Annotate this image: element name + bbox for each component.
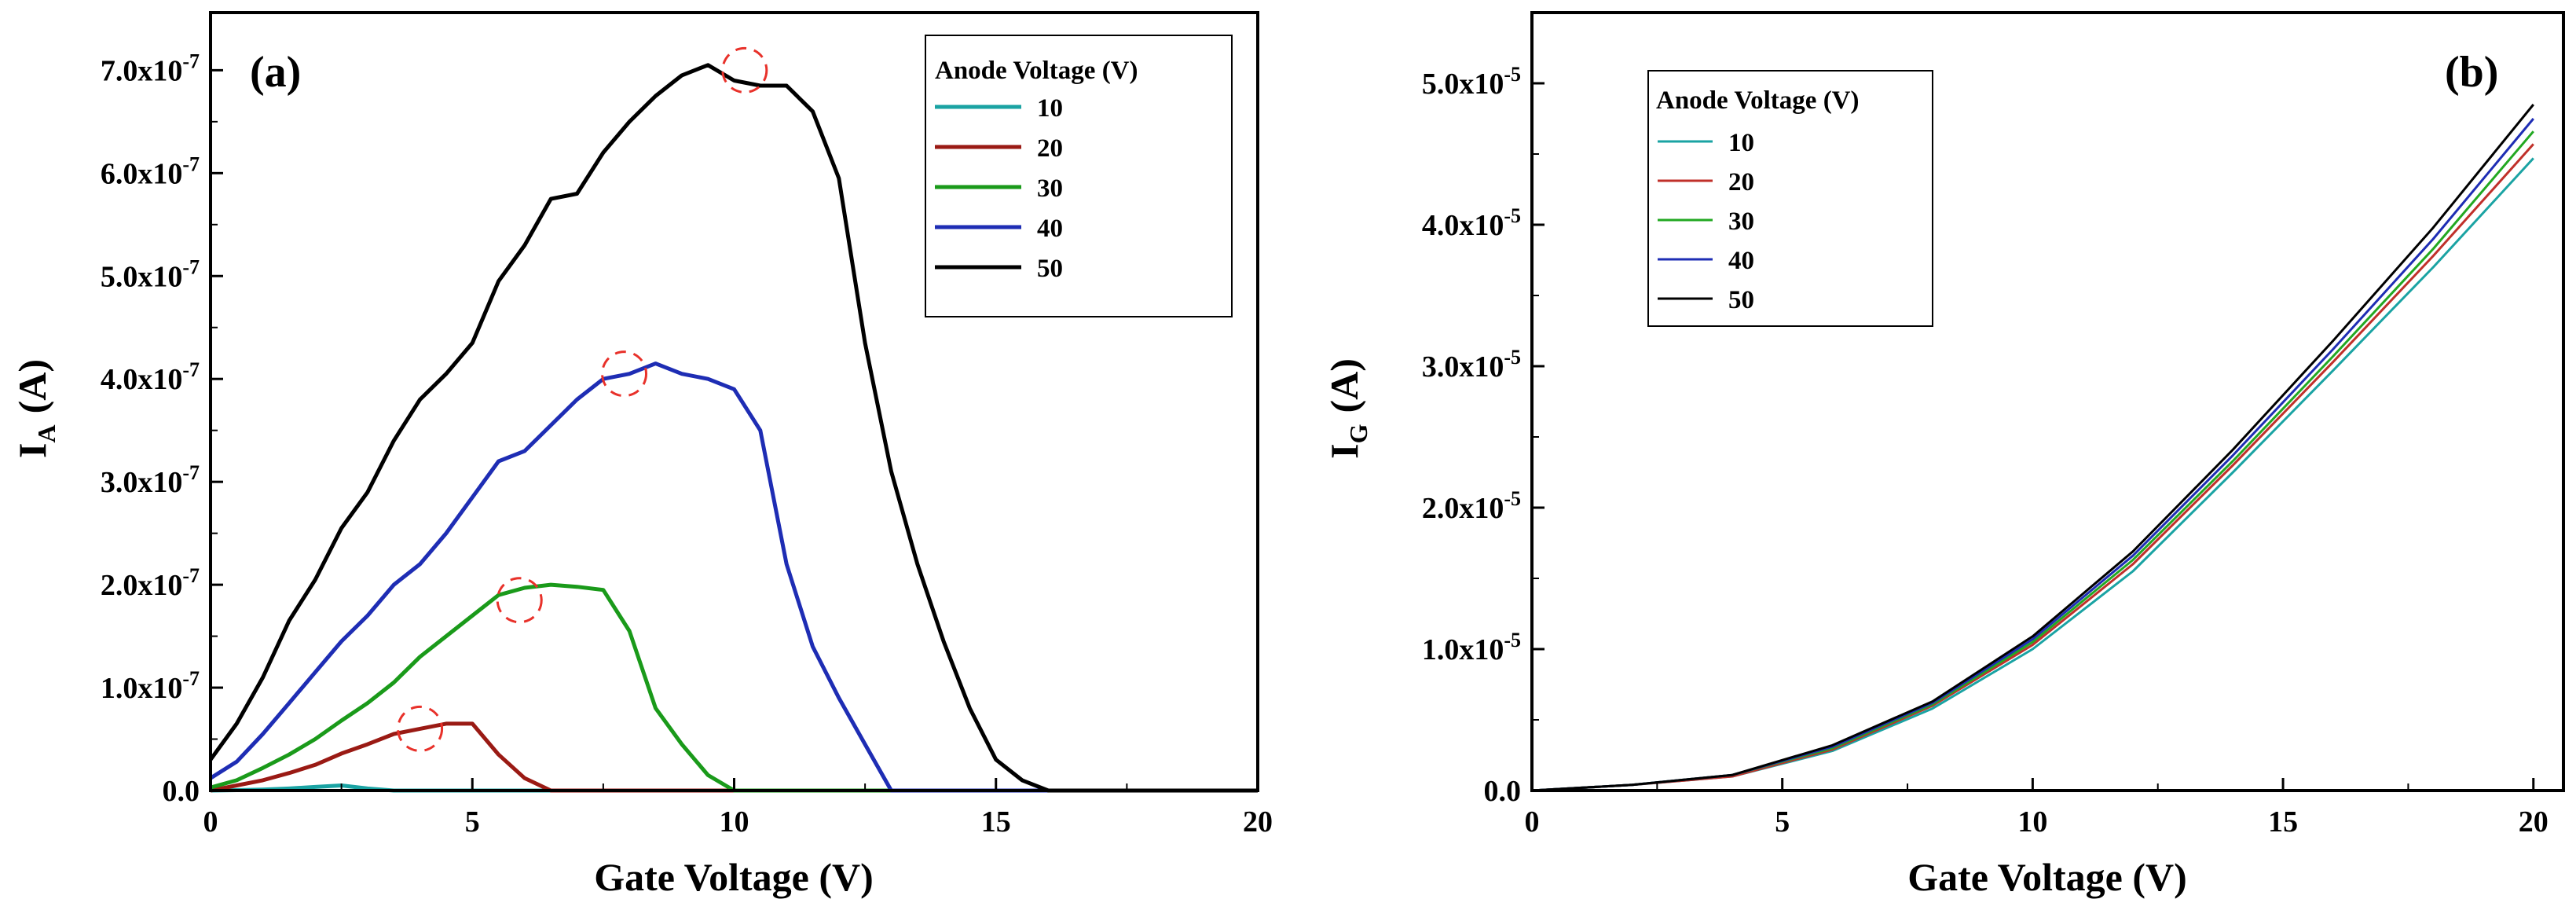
panel-a-xtick-label-3: 15 [981, 805, 1011, 838]
panel-a-xtick-label-2: 10 [720, 805, 749, 838]
panel-b-lines [1531, 104, 2534, 792]
panel-a-legend-label-30: 30 [1037, 174, 1063, 203]
panel-a-series-40-line [209, 361, 1258, 793]
panel-a-ytick-label-3: 3.0x10-7 [101, 461, 200, 499]
panel-a-legend-label-50: 50 [1037, 255, 1063, 283]
panel-a-ytick-label-0: 0.0 [163, 775, 200, 808]
panel-a-label: (a) [250, 48, 301, 97]
panel-b-frame [1530, 11, 2565, 792]
panel-b-ylabel: IG (A) [1322, 358, 1372, 459]
panel-a-legend: Anode Voltage (V) 10 20 30 40 50 [925, 35, 1233, 317]
panel-b-ytick-label-4: 4.0x10-5 [1422, 204, 1521, 242]
panel-b-legend-label-50: 50 [1728, 286, 1754, 314]
panel-a-legend-label-20: 20 [1037, 134, 1063, 163]
panel-a-ylabel-unit: (A) [10, 359, 54, 413]
panel-a-peak-marker-3 [721, 46, 768, 94]
panel-b-xtick-label-1: 5 [1775, 805, 1790, 838]
panel-b-series-50-line [1531, 104, 2534, 792]
panel-b-ytick-label-1: 1.0x10-5 [1422, 629, 1521, 666]
panel-a-peak-marker-0 [397, 705, 444, 752]
panel-b-ytick-label-2: 2.0x10-5 [1422, 487, 1521, 525]
panel-b-legend: Anode Voltage (V) 10 20 30 40 50 [1647, 70, 1933, 327]
panel-a-ylabel: IA (A) [10, 359, 60, 458]
panel-b-ylabel-unit: (A) [1322, 358, 1366, 413]
panel-b-ytick-label-0: 0.0 [1484, 775, 1522, 808]
panel-a-ylabel-sub: A [32, 424, 60, 442]
panel-a-ytick-label-5: 5.0x10-7 [101, 255, 200, 293]
panel-b-ylabel-sub: G [1344, 424, 1372, 443]
panel-b-xtick-label-0: 0 [1525, 805, 1540, 838]
panel-a-xtick-label-4: 20 [1243, 805, 1273, 838]
panel-a-peak-marker-1 [496, 577, 543, 624]
panel-b-legend-entries: 10 20 30 40 50 [1658, 129, 1754, 314]
panel-b-legend-label-30: 30 [1728, 207, 1754, 236]
panel-b-legend-label-10: 10 [1728, 129, 1754, 157]
panel-b-legend-title: Anode Voltage (V) [1656, 86, 1860, 115]
panel-a-ytick-label-7: 7.0x10-7 [101, 50, 200, 87]
panel-a-frame [209, 11, 1259, 792]
panel-a-ytick-label-6: 6.0x10-7 [101, 152, 200, 190]
panel-b-xtick-label-4: 20 [2519, 805, 2549, 838]
panel-a-series-30-line [210, 582, 1258, 793]
panel-b-xtick-label-3: 15 [2268, 805, 2298, 838]
panel-a-legend-box [925, 35, 1233, 317]
panel-a-markers [397, 46, 768, 752]
panel-b: 0 5 10 15 20 0.0 1.0x10-5 2.0x10-5 3.0x10-5 4.0x… [1322, 11, 2565, 899]
panel-b-label: (b) [2445, 48, 2498, 97]
panel-a-peak-marker-2 [601, 350, 648, 398]
panel-a-legend-label-10: 10 [1037, 94, 1063, 123]
panel-b-ylabel-main: I [1322, 443, 1366, 458]
panel-b-ytick-label-3: 3.0x10-5 [1422, 346, 1521, 383]
panel-a-series-50-line [208, 63, 1258, 793]
panel-a: 0 5 10 15 20 0.0 1.0x10-7 2.0x10-7 3.0x10-7 4.0x… [10, 11, 1273, 899]
panel-a-series-20-line [210, 721, 1258, 793]
panel-b-legend-label-40: 40 [1728, 247, 1754, 275]
panel-b-xticks: 0 5 10 15 20 [1525, 778, 2549, 838]
panel-b-xtick-label-2: 10 [2017, 805, 2047, 838]
panel-a-ytick-label-4: 4.0x10-7 [101, 358, 200, 396]
panel-a-legend-label-40: 40 [1037, 215, 1063, 243]
panel-b-ytick-label-5: 5.0x10-5 [1422, 63, 1521, 101]
panel-a-ytick-label-1: 1.0x10-7 [101, 667, 200, 705]
panel-a-ytick-label-2: 2.0x10-7 [101, 564, 200, 602]
panel-a-xtick-label-1: 5 [465, 805, 480, 838]
panel-a-legend-title: Anode Voltage (V) [935, 57, 1138, 85]
panel-a-yticks: 0.0 1.0x10-7 2.0x10-7 3.0x10-7 4.0x10-7 5.0x1… [101, 50, 223, 808]
panel-a-ylabel-main: I [10, 443, 54, 458]
panel-a-legend-entries: 10 20 30 40 50 [935, 94, 1063, 283]
panel-b-xlabel: Gate Voltage (V) [1907, 855, 2187, 899]
panel-a-xlabel: Gate Voltage (V) [594, 855, 874, 899]
panel-b-legend-label-20: 20 [1728, 168, 1754, 196]
panel-b-legend-box [1647, 70, 1933, 327]
panel-a-xtick-label-0: 0 [203, 805, 218, 838]
panel-b-yticks: 0.0 1.0x10-5 2.0x10-5 3.0x10-5 4.0x10-5 5.0x1… [1422, 63, 1545, 808]
